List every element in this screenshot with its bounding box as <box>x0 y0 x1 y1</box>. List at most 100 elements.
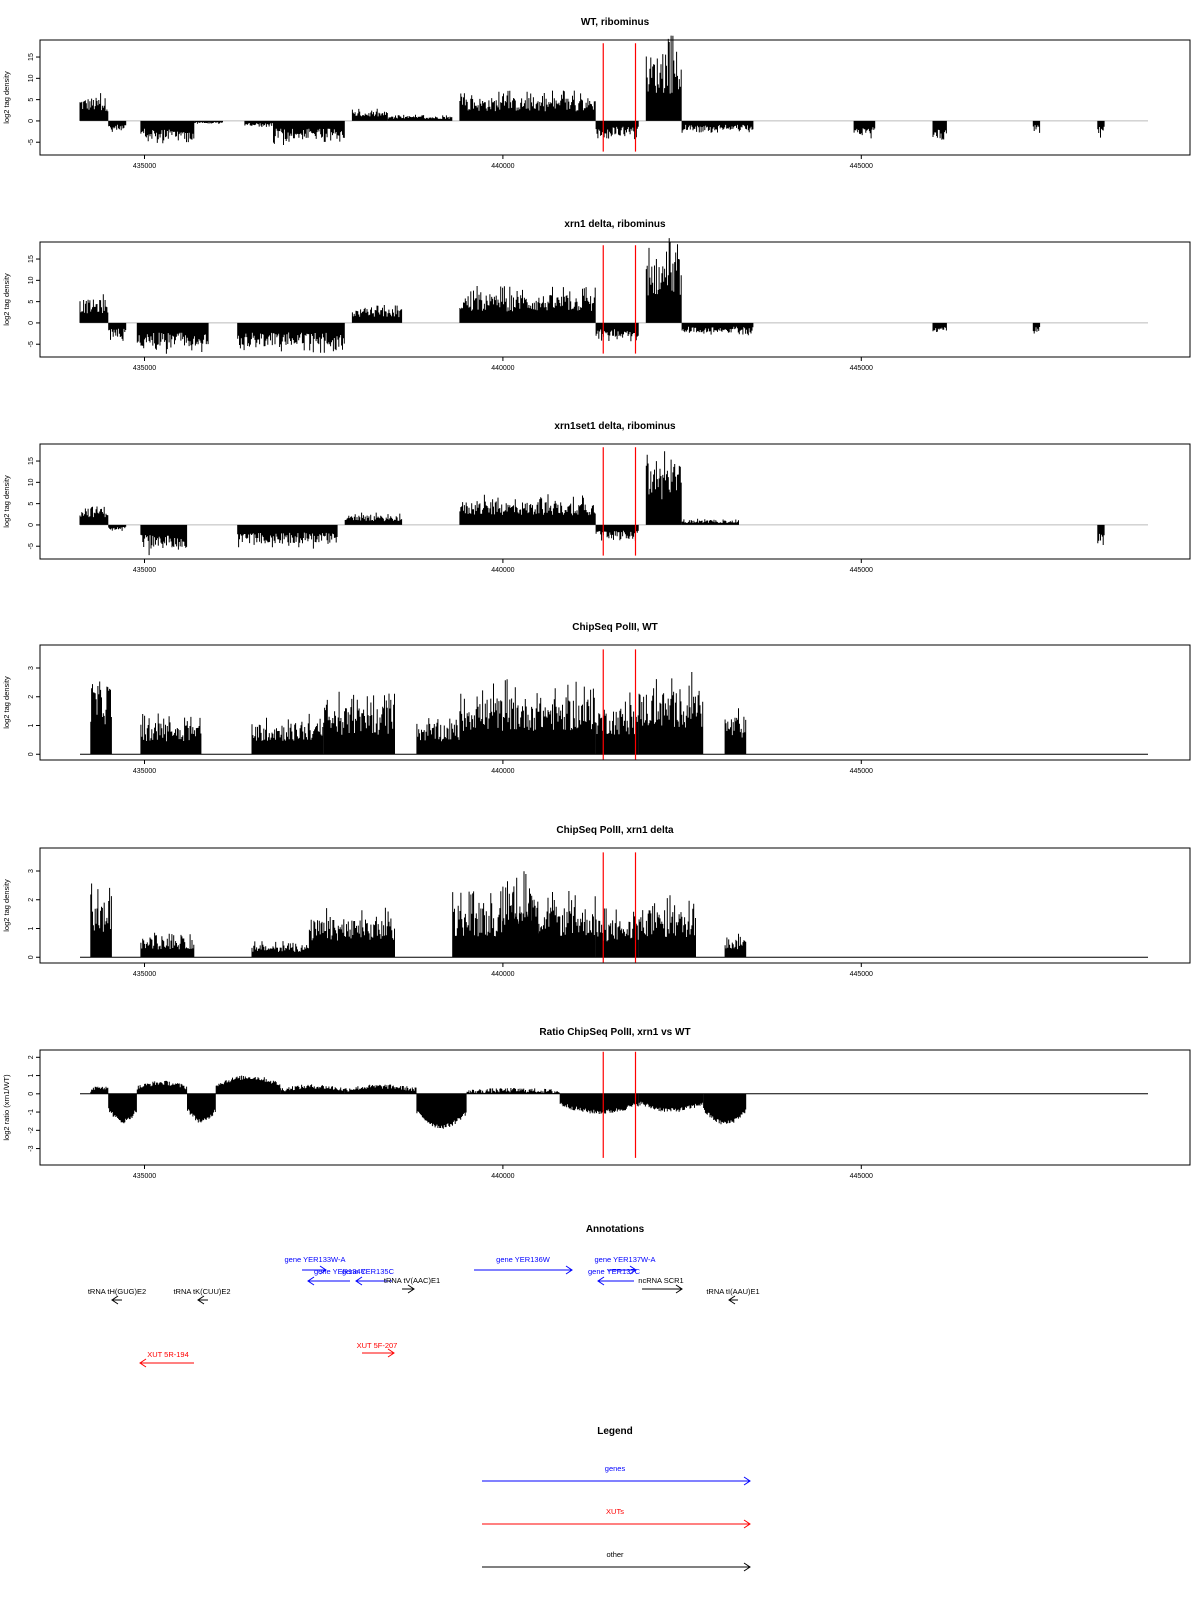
data-segment <box>79 506 109 525</box>
chart-title: xrn1 delta, ribominus <box>564 219 666 230</box>
y-tick-label: 0 <box>28 752 35 756</box>
bar-mark <box>595 908 639 958</box>
x-tick-label: 445000 <box>850 971 873 978</box>
bar-mark <box>703 1093 747 1125</box>
annotation-item: gene YER137W-A <box>594 1255 656 1275</box>
bar-mark <box>187 1093 216 1123</box>
y-tick-label: 15 <box>28 457 35 465</box>
arrowhead-icon <box>675 1284 683 1294</box>
annotation-label: ncRNA SCR1 <box>638 1276 683 1285</box>
bar-mark <box>244 120 274 127</box>
y-tick-label: 15 <box>28 255 35 263</box>
annotation-item: XUT 5R-194 <box>139 1350 194 1368</box>
x-tick-label: 440000 <box>491 163 514 170</box>
annotation-label: gene YER137C <box>588 1267 641 1276</box>
chart-panel-5: ChipSeq PolII, xrn1 delta 0 1 2 3 log2 tag de… <box>2 825 1191 978</box>
x-tick-label: 435000 <box>133 1173 156 1180</box>
bar-mark <box>140 524 188 556</box>
chart-title: WT, ribominus <box>581 17 650 28</box>
data-segment <box>351 108 388 121</box>
annotation-label: gene YER134C <box>314 1267 367 1276</box>
data-segment <box>280 1084 345 1094</box>
data-segment <box>323 691 395 755</box>
y-tick-label: 3 <box>28 666 35 670</box>
bar-mark <box>466 1088 560 1094</box>
plot-frame <box>39 847 1191 964</box>
arrowhead-icon <box>139 1358 147 1368</box>
arrowhead-icon <box>597 1276 605 1286</box>
annotation-label: gene YER137W-A <box>594 1255 655 1264</box>
bar-mark <box>681 120 754 133</box>
data-segment <box>724 933 747 958</box>
y-tick-label: 10 <box>28 478 35 486</box>
data-segment <box>609 120 639 140</box>
y-tick-label: 10 <box>28 74 35 82</box>
data-segment <box>136 1080 188 1094</box>
bar-mark <box>638 1093 704 1112</box>
data-segment <box>724 708 747 755</box>
bar-mark <box>559 1093 639 1114</box>
plot-frame <box>39 1049 1191 1166</box>
data-segment <box>140 713 202 755</box>
data-segment <box>215 1075 281 1094</box>
annotation-item: tRNA tI(AAU)E1 <box>706 1287 760 1305</box>
data-segment <box>251 713 324 755</box>
annotation-item: gene YER137C <box>588 1267 641 1286</box>
bar-mark <box>459 679 596 755</box>
bar-mark <box>79 294 109 323</box>
annotation-item: ncRNA SCR1 <box>638 1276 684 1294</box>
bar-mark <box>724 708 747 755</box>
annotation-item: tRNA tV(AAC)E1 <box>384 1276 440 1294</box>
annotation-label: tRNA tK(CUU)E2 <box>173 1287 230 1296</box>
y-axis-label: log2 tag density <box>2 879 11 932</box>
x-tick-label: 445000 <box>850 163 873 170</box>
data-segment <box>1032 322 1041 334</box>
data-segment <box>459 286 596 323</box>
bar-mark <box>853 120 876 139</box>
bar-mark <box>387 114 453 121</box>
x-tick-label: 440000 <box>491 1173 514 1180</box>
y-tick-label: 1 <box>28 926 35 930</box>
bar-mark <box>108 1093 137 1124</box>
bar-mark <box>645 238 682 323</box>
arrowhead-icon <box>728 1295 736 1305</box>
bar-mark <box>108 322 127 341</box>
data-segment <box>90 1086 109 1094</box>
annotation-item: gene YER135C <box>342 1267 395 1286</box>
arrowhead-icon <box>111 1295 119 1305</box>
data-segment <box>308 907 395 958</box>
x-tick-label: 435000 <box>133 365 156 372</box>
data-segment <box>416 1093 467 1129</box>
bar-mark <box>140 713 202 755</box>
annotation-label: tRNA tV(AAC)E1 <box>384 1276 440 1285</box>
data-segment <box>459 494 596 525</box>
x-tick-label: 445000 <box>850 365 873 372</box>
data-segment <box>108 1093 137 1124</box>
x-tick-label: 440000 <box>491 567 514 574</box>
bar-mark <box>1097 120 1105 138</box>
data-segment <box>251 941 309 958</box>
data-segment <box>140 932 195 958</box>
y-tick-label: 5 <box>28 502 35 506</box>
y-axis-label: log2 tag density <box>2 273 11 326</box>
bar-mark <box>108 120 127 132</box>
annotation-label: tRNA tI(AAU)E1 <box>706 1287 759 1296</box>
bar-mark <box>140 932 195 958</box>
bar-mark <box>251 713 324 755</box>
data-segment <box>595 908 639 958</box>
legend-items: genes XUTs other <box>482 1464 751 1572</box>
bar-mark <box>416 1093 467 1129</box>
chart-title: xrn1set1 delta, ribominus <box>554 421 676 432</box>
bar-mark <box>323 691 395 755</box>
bar-mark <box>344 512 403 525</box>
y-tick-label: 0 <box>28 955 35 959</box>
annotation-item: tRNA tK(CUU)E2 <box>173 1287 231 1305</box>
annotation-label: gene YER135C <box>342 1267 395 1276</box>
y-tick-label: 0 <box>28 119 35 123</box>
annotation-label: tRNA tH(GUG)E2 <box>88 1287 146 1296</box>
chart-title: Ratio ChipSeq PolII, xrn1 vs WT <box>539 1027 690 1038</box>
data-segment <box>459 90 596 121</box>
data-segment <box>638 1093 704 1112</box>
x-tick-label: 435000 <box>133 163 156 170</box>
